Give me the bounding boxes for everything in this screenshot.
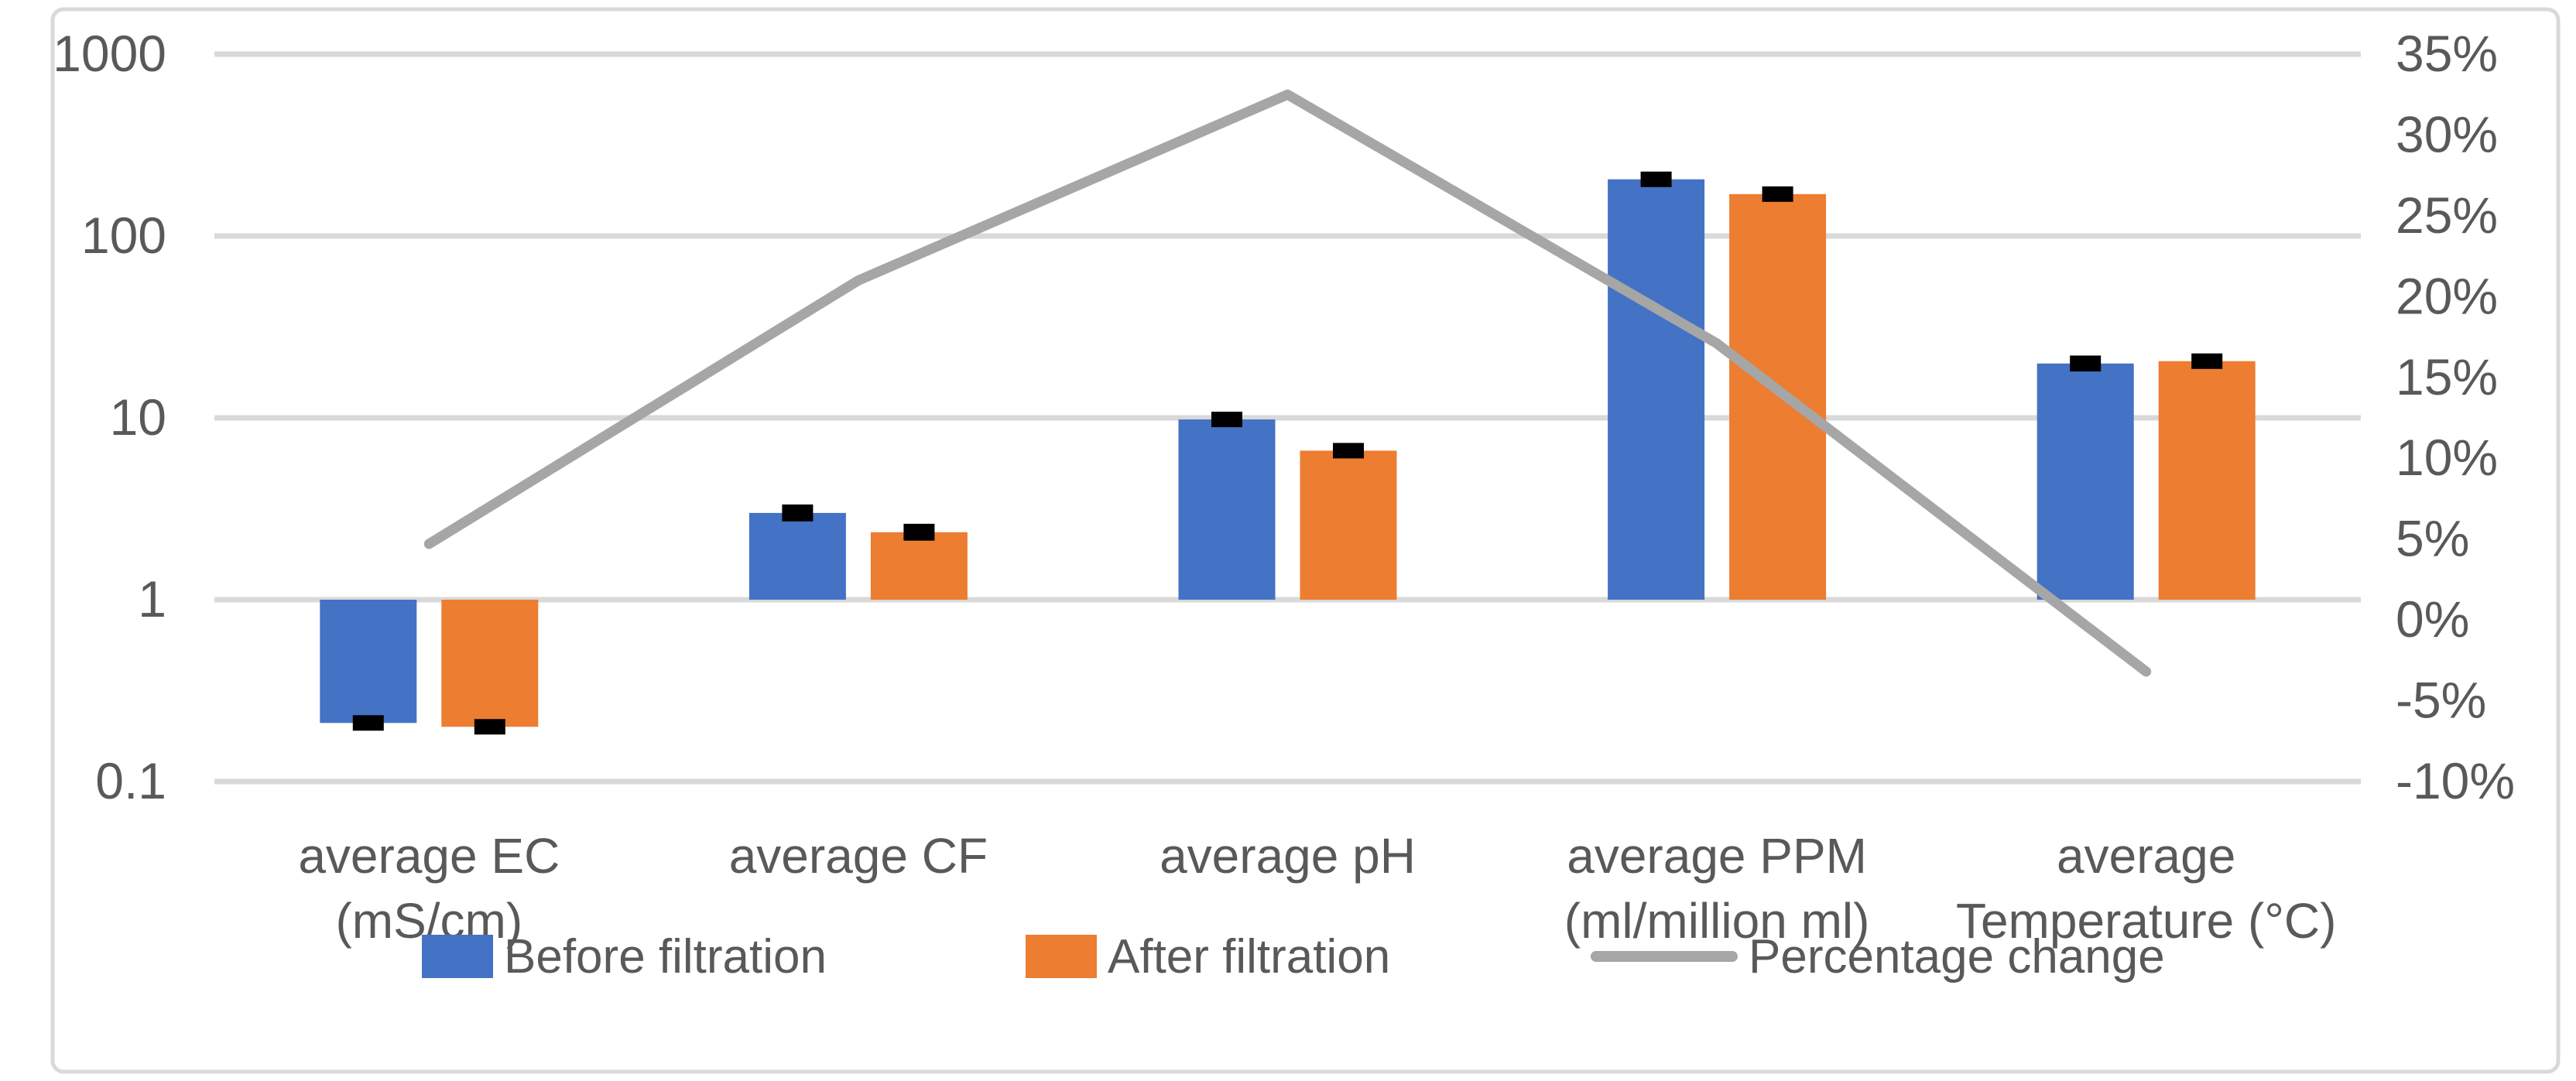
legend-label-after-filtration: After filtration bbox=[1108, 929, 1391, 984]
legend-swatch-percentage-change bbox=[1591, 951, 1738, 962]
category-label: average PPM bbox=[1567, 828, 1867, 884]
legend-item-percentage-change: Percentage change bbox=[1591, 927, 2165, 986]
right-axis-tick: 25% bbox=[2396, 186, 2498, 244]
error-bar-before-4 bbox=[2070, 355, 2102, 372]
category-label: average EC bbox=[298, 828, 560, 884]
left-axis-tick: 1000 bbox=[53, 25, 166, 82]
chart-legend: Before filtration After filtration Perce… bbox=[0, 927, 2576, 986]
error-bar-before-2 bbox=[1211, 412, 1242, 428]
bar-before-4 bbox=[2036, 363, 2134, 600]
bar-after-4 bbox=[2158, 361, 2256, 600]
chart-border bbox=[50, 7, 2561, 1074]
bar-after-1 bbox=[870, 532, 968, 600]
right-axis-tick: 10% bbox=[2396, 429, 2498, 486]
legend-swatch-before-filtration bbox=[422, 935, 493, 978]
right-axis-tick: 5% bbox=[2396, 510, 2469, 567]
bar-after-2 bbox=[1300, 450, 1397, 600]
error-bar-before-1 bbox=[782, 504, 814, 522]
right-axis-tick: 20% bbox=[2396, 267, 2498, 324]
legend-label-before-filtration: Before filtration bbox=[504, 929, 827, 984]
percentage-change-line bbox=[423, 89, 2152, 677]
bar-before-1 bbox=[748, 512, 846, 600]
right-axis-tick: -5% bbox=[2396, 672, 2486, 729]
error-bar-after-2 bbox=[1333, 443, 1364, 459]
bar-after-0 bbox=[441, 600, 539, 727]
right-axis-tick: 35% bbox=[2396, 25, 2498, 82]
legend-item-before-filtration: Before filtration bbox=[422, 927, 827, 986]
right-axis-tick: 15% bbox=[2396, 348, 2498, 405]
category-label: (ml/million ml) bbox=[1564, 893, 1870, 949]
category-label: Temperature (°C) bbox=[1956, 893, 2337, 949]
error-bar-after-1 bbox=[903, 523, 935, 541]
left-axis-tick: 100 bbox=[81, 207, 166, 264]
category-label: average CF bbox=[729, 828, 988, 884]
left-axis-tick: 10 bbox=[110, 388, 166, 446]
right-axis-tick: 0% bbox=[2396, 590, 2469, 648]
bar-after-3 bbox=[1729, 193, 1827, 600]
category-label: average pH bbox=[1160, 828, 1416, 884]
legend-swatch-after-filtration bbox=[1026, 935, 1097, 978]
right-axis-tick: -10% bbox=[2396, 752, 2515, 809]
error-bar-before-0 bbox=[352, 715, 384, 731]
error-bar-after-4 bbox=[2191, 353, 2223, 369]
legend-label-percentage-change: Percentage change bbox=[1749, 929, 2165, 984]
right-axis-tick: 30% bbox=[2396, 105, 2498, 162]
bar-before-0 bbox=[320, 600, 417, 724]
bar-before-3 bbox=[1608, 179, 1705, 600]
category-label: average bbox=[2057, 828, 2235, 884]
left-axis-tick: 0.1 bbox=[95, 752, 166, 809]
legend-item-after-filtration: After filtration bbox=[1026, 927, 1390, 986]
left-axis-tick: 1 bbox=[138, 570, 166, 628]
bar-before-2 bbox=[1178, 419, 1276, 600]
error-bar-after-0 bbox=[474, 719, 505, 735]
error-bar-after-3 bbox=[1762, 186, 1793, 202]
error-bar-before-3 bbox=[1640, 171, 1672, 187]
